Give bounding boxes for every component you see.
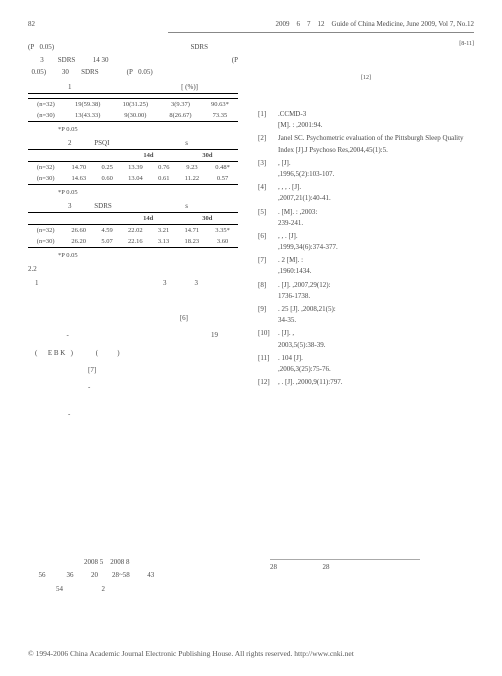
ref-item: [4], , , . [J].,2007,21(1):40-41. xyxy=(258,182,474,204)
ref-item: [7]. 2 [M]. :,1960:1434. xyxy=(258,255,474,277)
disc-sup: [6] xyxy=(28,312,238,325)
ref-item: [8]. [J]. ,2007,29(12):1736-1738. xyxy=(258,280,474,302)
header-rule xyxy=(168,32,474,33)
table3-title: 3 SDRS s xyxy=(28,202,238,210)
intro-3: 0.05) 30 SDRS (P 0.05) xyxy=(28,66,238,79)
disc-3: - 19 xyxy=(28,329,238,342)
intro-1: (P 0.05) SDRS xyxy=(28,41,238,54)
table3: 14d30d (n=32)26.604.5922.023.2114.713.35… xyxy=(28,212,238,248)
table2: 14d30d (n=32)14.700.2513.390.769.230.48*… xyxy=(28,149,238,185)
disc-4-sup: [7] xyxy=(28,364,238,377)
ref-item: [3], [J].,1996,5(2):103-107. xyxy=(258,158,474,180)
table3-foot: *P 0.05 xyxy=(28,252,238,259)
disc-5: - xyxy=(28,381,238,394)
ref-item: [9]. 25 [J]. ,2008,21(5):34-35. xyxy=(258,304,474,326)
disc-1: 1 3 3 xyxy=(28,277,238,290)
table2-foot: *P 0.05 xyxy=(28,189,238,196)
table2-title: 2 PSQI s xyxy=(28,139,238,147)
bottom-text: 2008 5 2008 8 56 36 20 28~58 43 54 2 xyxy=(28,556,238,596)
note1: [8-11] xyxy=(258,41,474,47)
table1-title: 1 [ (%)] xyxy=(28,83,238,91)
intro-2: 3 SDRS 14 30 (P xyxy=(28,54,238,67)
ref-item: [1].CCMD-3[M]. : ,2001:94. xyxy=(258,109,474,131)
info-box: 28 28 xyxy=(270,559,420,571)
ref-item: [5]. [M]. : ,2003:239-241. xyxy=(258,207,474,229)
disc-4: ( E B K ) ( ) xyxy=(28,347,238,360)
page-num: 82 xyxy=(28,20,35,28)
copyright: © 1994-2006 China Academic Journal Elect… xyxy=(28,649,354,658)
ref-item: [6], , . [J].,1999,34(6):374-377. xyxy=(258,231,474,253)
ref-item: [12], . [J]. ,2000,9(11):797. xyxy=(258,377,474,388)
table1: (n=32)19(59.38)10(31.25)3(9.37)90.63* (n… xyxy=(28,93,238,122)
ref-item: [10]. [J]. ,2003,5(5):38-39. xyxy=(258,328,474,350)
section-22: 2.2 xyxy=(28,265,238,273)
ref-item: [11]. 104 [J].,2006,3(25):75-76. xyxy=(258,353,474,375)
note2: [12] xyxy=(258,75,474,81)
references: [1].CCMD-3[M]. : ,2001:94.[2]Janel SC. P… xyxy=(258,109,474,388)
header-meta: 2009 6 7 12 Guide of China Medicine, Jun… xyxy=(276,20,474,28)
table1-foot: *P 0.05 xyxy=(28,126,238,133)
disc-6: - xyxy=(28,408,238,421)
ref-item: [2]Janel SC. Psychometric evaluation of … xyxy=(258,133,474,155)
